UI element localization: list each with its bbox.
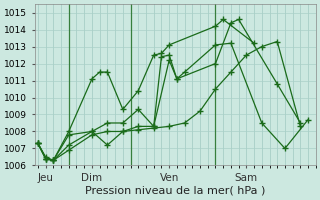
- X-axis label: Pression niveau de la mer( hPa ): Pression niveau de la mer( hPa ): [85, 186, 266, 196]
